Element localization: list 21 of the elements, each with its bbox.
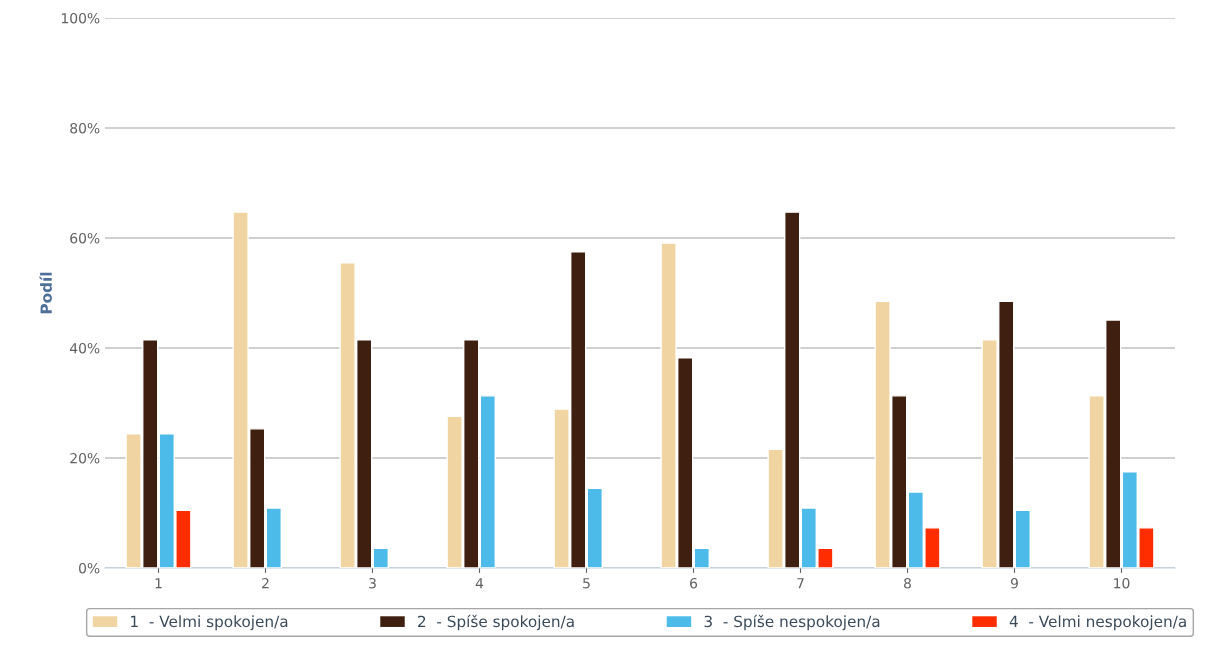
legend-label: 4 - Velmi nespokojen/a: [1009, 615, 1186, 631]
legend-label: 3 - Spíše nespokojen/a: [704, 614, 880, 631]
x-tick-label: 1: [155, 578, 162, 589]
y-tick-label: 100%: [61, 12, 100, 24]
y-tick-label: 0%: [79, 562, 100, 574]
x-tick-label: 9: [1010, 577, 1018, 589]
x-tick-label: 2: [262, 577, 269, 589]
x-tick-label: 7: [797, 578, 804, 589]
x-tick-label: 3: [369, 577, 376, 589]
legend-label: 1 - Velmi spokojen/a: [131, 615, 288, 631]
y-tick-label: 80%: [70, 122, 100, 134]
x-tick-label: 5: [583, 578, 590, 589]
y-tick-label: 40%: [69, 342, 100, 354]
y-axis-title: Podíl: [39, 272, 52, 314]
y-tick-label: 60%: [70, 232, 100, 244]
x-tick-label: 10: [1114, 577, 1130, 589]
x-tick-label: 6: [690, 577, 698, 589]
x-tick-label: 8: [904, 577, 911, 589]
legend-label: 2 - Spíše spokojen/a: [418, 614, 574, 631]
x-tick-label: 4: [475, 578, 484, 589]
y-tick-label: 20%: [70, 452, 100, 464]
